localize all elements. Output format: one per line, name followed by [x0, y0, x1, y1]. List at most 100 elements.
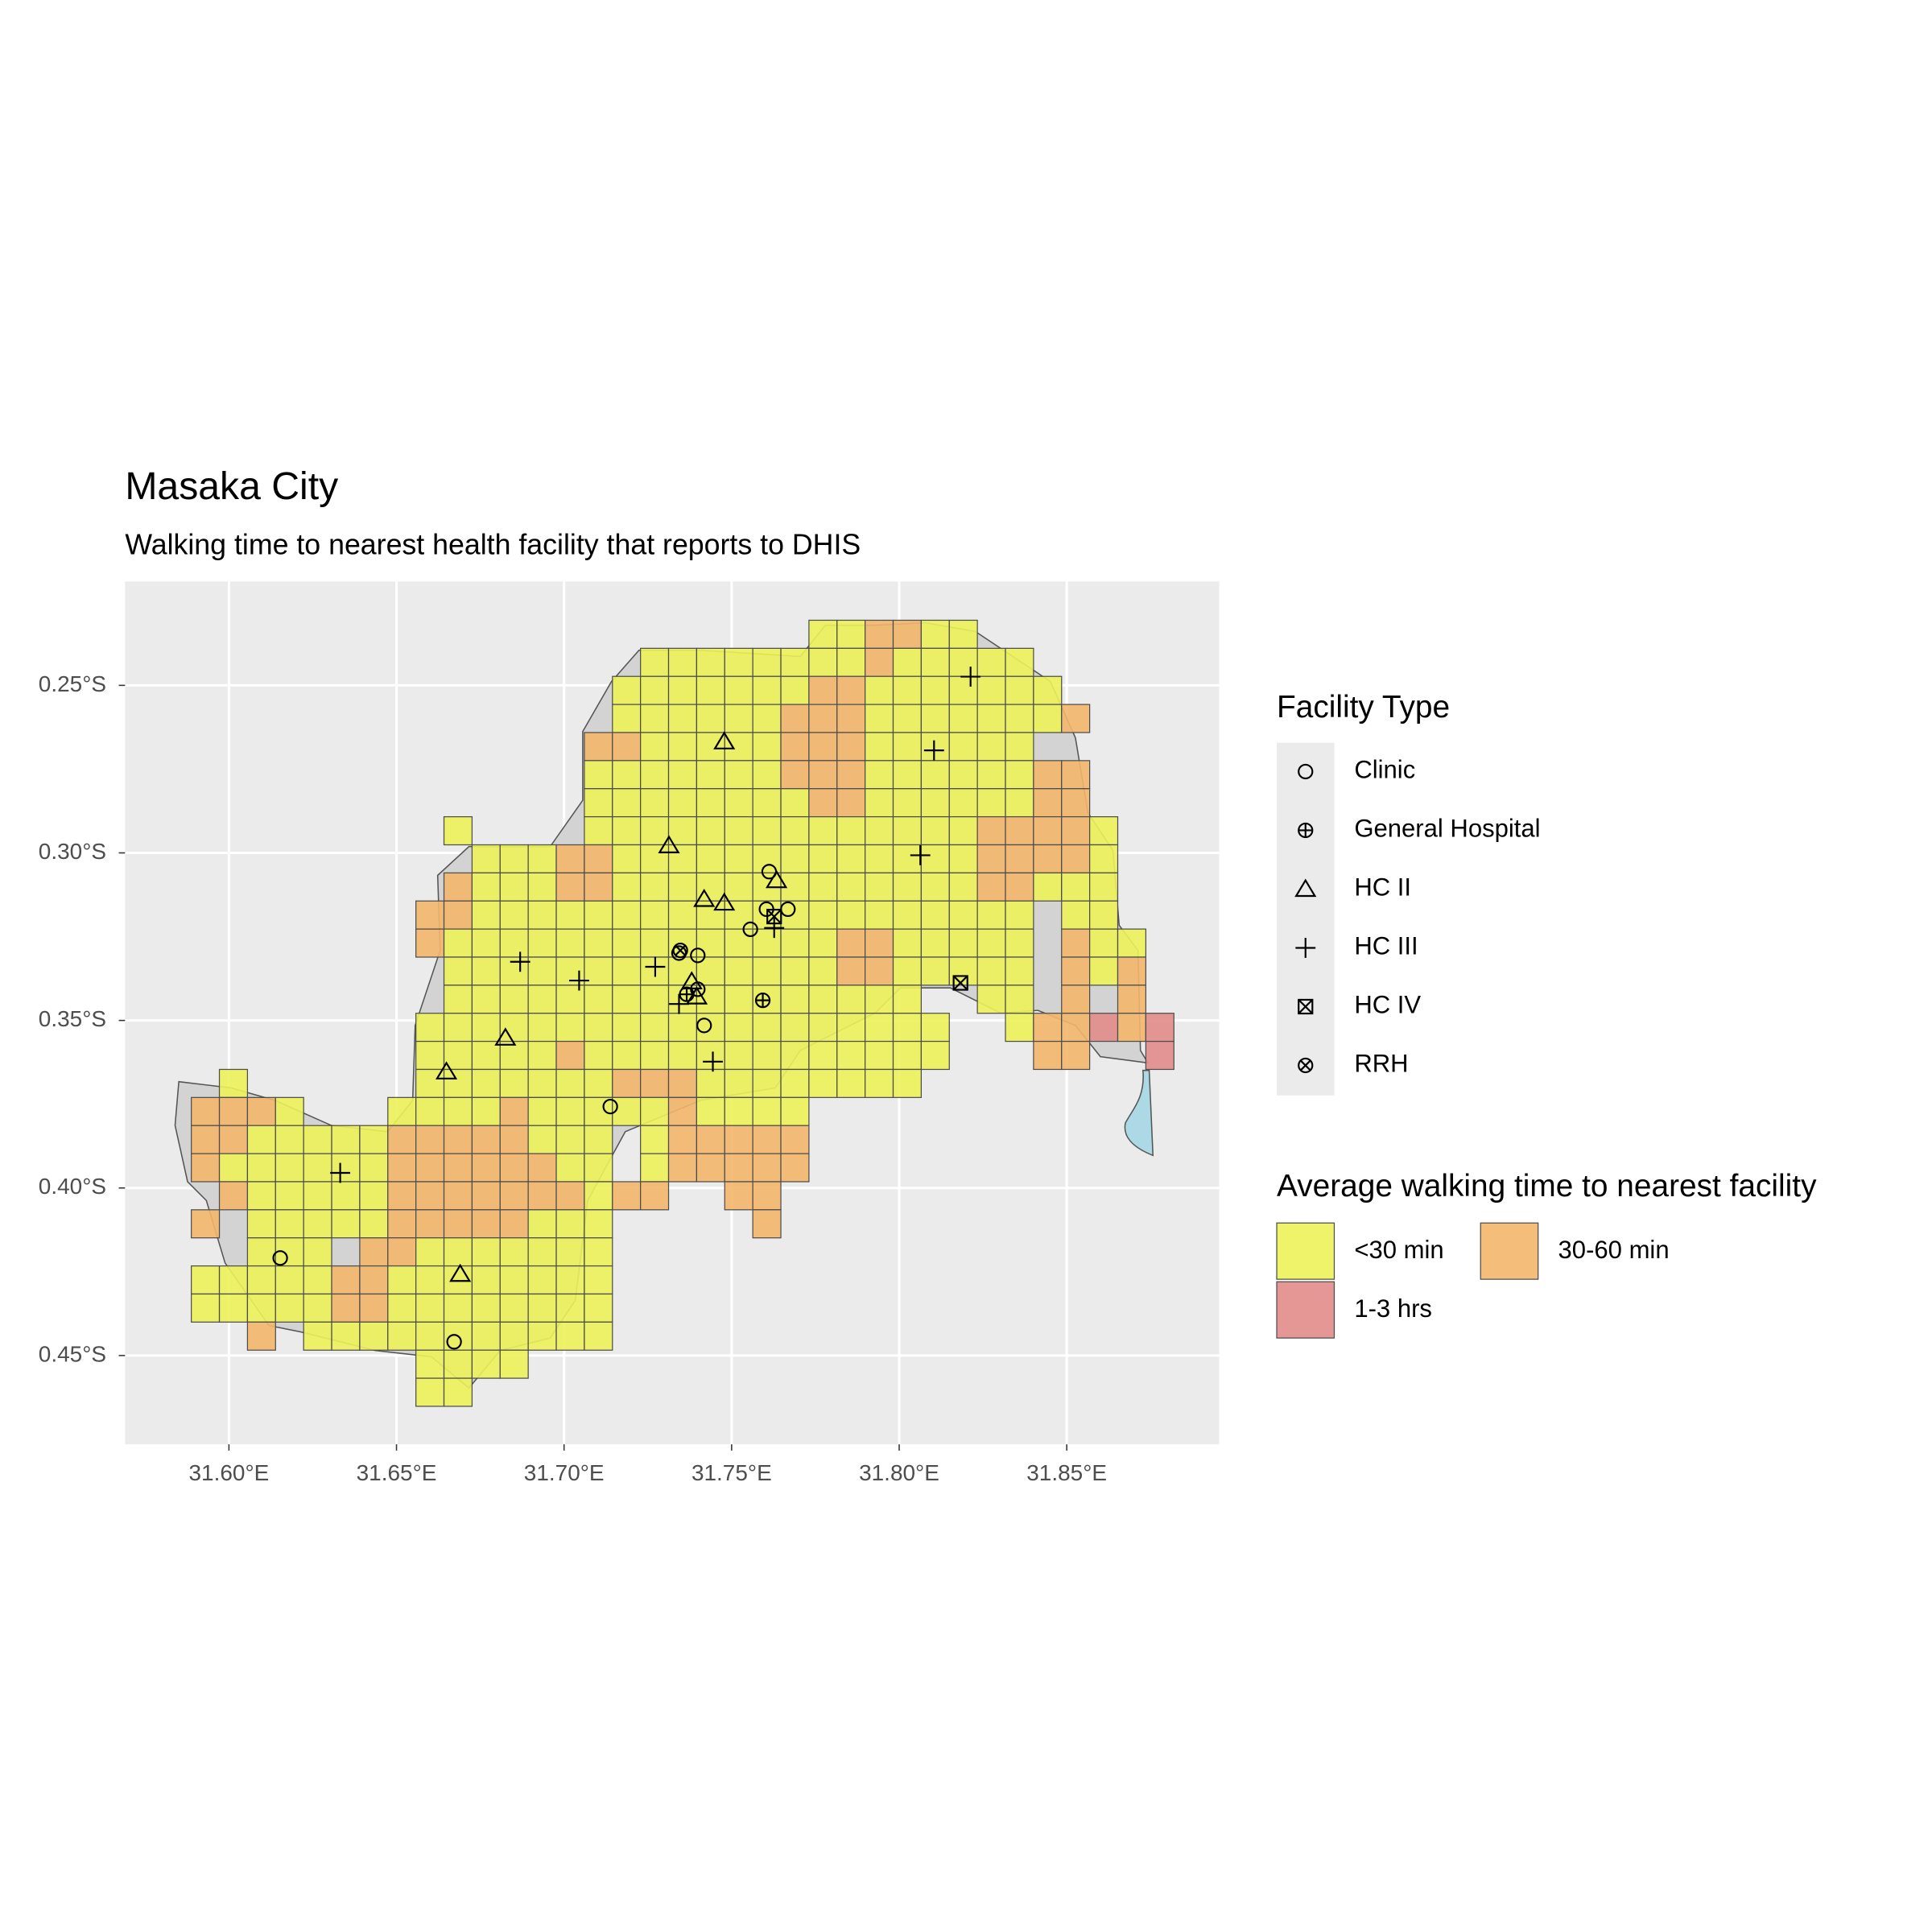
facility-circle-plus: [1298, 822, 1314, 839]
grid-cell: [780, 704, 810, 733]
grid-cell: [1005, 985, 1034, 1014]
grid-cell: [780, 732, 810, 762]
grid-cell: [667, 872, 698, 902]
grid-cell: [555, 1013, 585, 1042]
grid-cell: [1061, 760, 1091, 790]
facility-triangle: [436, 1061, 458, 1080]
grid-cell: [1033, 1040, 1063, 1071]
grid-cell: [724, 872, 753, 902]
grid-cell: [724, 1125, 753, 1154]
grid-cell: [976, 704, 1006, 733]
grid-cell: [415, 1377, 445, 1407]
symbol-line: [1299, 1059, 1311, 1071]
grid-cell: [976, 844, 1006, 873]
grid-cell: [584, 928, 613, 958]
grid-cell: [696, 675, 725, 705]
grid-cell: [976, 732, 1006, 762]
grid-cell: [948, 815, 978, 846]
grid-cell: [1089, 928, 1119, 958]
legend-label: 30-60 min: [1558, 1236, 1670, 1264]
facility-plus: [703, 1051, 723, 1072]
grid-cell: [836, 1013, 866, 1042]
grid-cell: [471, 1181, 501, 1211]
grid-cell: [640, 704, 670, 733]
grid-cell: [471, 844, 501, 873]
grid-cell: [976, 647, 1006, 677]
grid-cell: [584, 900, 613, 930]
symbol-triangle: [766, 869, 788, 889]
grid-cell: [527, 872, 557, 902]
grid-cell: [780, 1125, 810, 1154]
grid-cell: [1117, 928, 1146, 958]
grid-cell: [752, 956, 782, 986]
grid-cell: [1145, 1040, 1174, 1071]
grid-cell: [246, 1153, 276, 1183]
grid-cell: [836, 619, 866, 649]
grid-cell: [1117, 1013, 1146, 1042]
grid-cell: [865, 900, 894, 930]
grid-cell: [499, 872, 529, 902]
grid-cell: [808, 704, 838, 733]
grid-cell: [331, 1293, 361, 1323]
grid-cell: [499, 1153, 529, 1183]
legend-title: Average walking time to nearest facility: [1277, 1169, 1817, 1203]
grid-cell: [696, 788, 725, 818]
grid-cell: [275, 1293, 304, 1323]
grid-cell: [527, 1181, 557, 1211]
grid-cell: [1005, 1013, 1034, 1042]
grid-cell: [667, 1153, 698, 1183]
grid-cell: [218, 1181, 249, 1211]
grid-cell: [920, 844, 950, 873]
grid-cell: [584, 844, 613, 873]
grid-cell: [527, 1321, 557, 1351]
facility-circle-x: [672, 942, 688, 959]
grid-cell: [892, 1013, 923, 1042]
legend-key: [1276, 1222, 1335, 1280]
grid-cell: [1005, 900, 1034, 930]
grid-cell: [752, 788, 782, 818]
grid-cell: [1033, 815, 1063, 846]
grid-cell: [696, 760, 725, 790]
grid-cell: [1033, 1013, 1063, 1042]
grid-cell: [443, 900, 473, 930]
grid-cell: [499, 1293, 529, 1323]
grid-cell: [948, 900, 978, 930]
grid-cell: [780, 815, 810, 846]
grid-cell: [865, 815, 894, 846]
grid-cell: [527, 1040, 557, 1071]
grid-cell: [527, 985, 557, 1014]
grid-cell: [836, 788, 866, 818]
grid-cell: [415, 900, 445, 930]
grid-cell: [1061, 872, 1091, 902]
symbol-triangle: [449, 1263, 472, 1282]
grid-cell: [1117, 985, 1146, 1014]
grid-cell: [443, 1237, 473, 1267]
grid-cell: [865, 1013, 894, 1042]
grid-cell: [667, 732, 698, 762]
grid-cell: [752, 1181, 782, 1211]
grid-cell: [359, 1209, 389, 1239]
grid-cell: [1089, 1013, 1119, 1042]
grid-cell: [612, 844, 642, 873]
grid-cell: [920, 732, 950, 762]
grid-cell: [780, 675, 810, 705]
grid-cell: [1005, 928, 1034, 958]
grid-cell: [218, 1153, 249, 1183]
grid-cell: [724, 928, 753, 958]
grid-cell: [724, 788, 753, 818]
grid-cell: [640, 647, 670, 677]
grid-cell: [527, 844, 557, 873]
grid-cell: [415, 1040, 445, 1071]
legend-key: [1276, 1281, 1335, 1339]
grid-cell: [808, 1013, 838, 1042]
grid-cell: [499, 844, 529, 873]
grid-cell: [191, 1209, 221, 1239]
grid-cell: [892, 985, 923, 1014]
grid-cell: [499, 1349, 529, 1379]
symbol-circle: [1298, 1057, 1314, 1074]
symbol-triangle: [713, 892, 736, 911]
facility-circle: [742, 921, 758, 938]
symbol-circle: [696, 1018, 712, 1034]
grid-cell: [948, 760, 978, 790]
grid-cell: [667, 647, 698, 677]
